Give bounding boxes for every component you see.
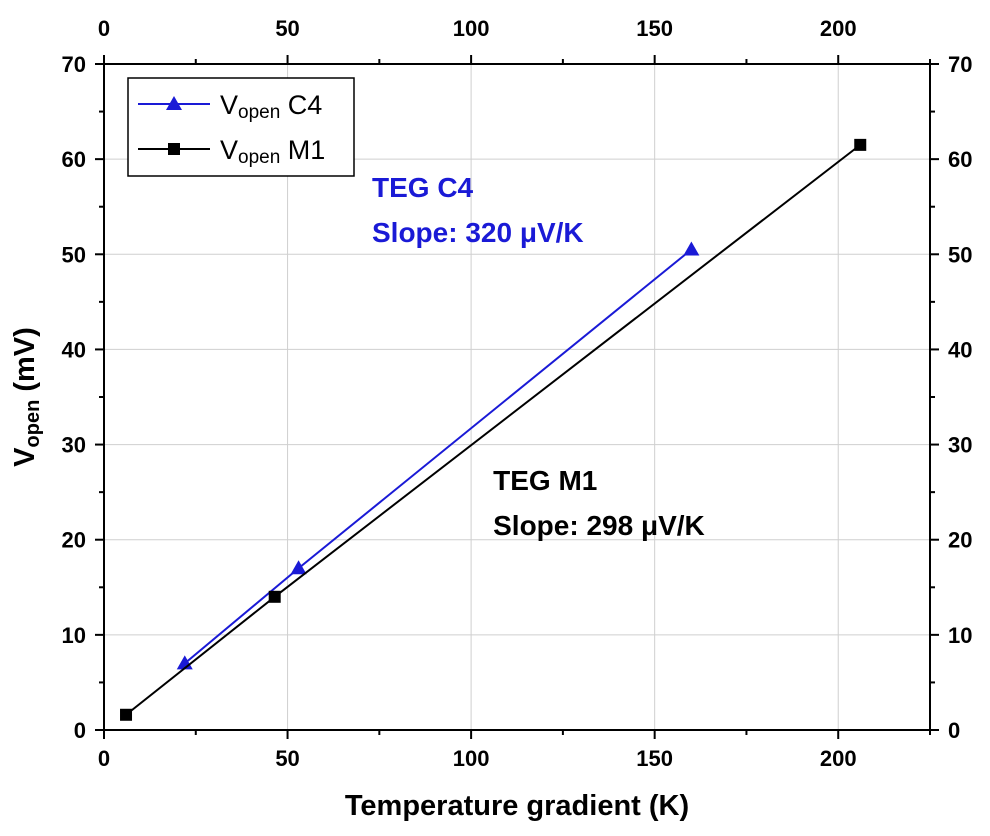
annotation-text: TEG C4 [372,172,474,203]
y-tick-label-left: 60 [62,147,86,172]
y-tick-label-left: 50 [62,242,86,267]
y-tick-label-left: 0 [74,718,86,743]
series-layer [120,138,867,721]
y-tick-label-left: 30 [62,433,86,458]
legend-label: Vopen C4 [220,90,322,123]
legend-label-suffix: M1 [280,135,325,165]
legend-marker-triangle [166,96,182,110]
legend-marker-square [168,143,180,155]
x-tick-label-top: 50 [275,16,299,41]
x-tick-label-bottom: 200 [820,746,857,771]
y-axis-title-main: V [9,447,41,467]
data-point-triangle [683,241,700,256]
x-tick-label-bottom: 100 [453,746,490,771]
y-tick-label-right: 70 [948,52,972,77]
series-0 [176,241,700,670]
ticks [95,55,939,739]
x-tick-label-top: 150 [636,16,673,41]
y-axis-title-unit: (mV) [9,327,41,400]
legend-label: Vopen M1 [220,135,325,168]
annotations: TEG C4 Slope: 320 μV/K TEG M1 Slope: 298 μV… [372,172,705,541]
legend-label-main: V [220,135,238,165]
legend-box [127,77,355,177]
data-point-square [854,138,867,151]
y-tick-label-left: 10 [62,623,86,648]
x-axis-title: Temperature gradient (K) [345,790,689,822]
y-tick-label-right: 60 [948,147,972,172]
x-tick-label-bottom: 150 [636,746,673,771]
x-tick-label-bottom: 50 [275,746,299,771]
data-point-triangle [290,560,307,575]
y-tick-label-left: 70 [62,52,86,77]
data-point-square [120,708,133,721]
y-tick-label-left: 40 [62,337,86,362]
annotation-text: TEG M1 [493,465,597,496]
series-line [184,248,693,665]
y-tick-label-left: 20 [62,528,86,553]
y-tick-label-right: 10 [948,623,972,648]
legend-label-sub: open [238,147,280,168]
annotation-text: Slope: 298 μV/K [493,510,705,541]
x-tick-label-bottom: 0 [98,746,110,771]
y-tick-label-right: 50 [948,242,972,267]
annotation-text: Slope: 320 μV/K [372,217,584,248]
y-axis-title: Vopen (mV) [9,327,44,467]
y-axis-title-sub: open [22,400,44,448]
y-tick-label-right: 0 [948,718,960,743]
x-tick-label-top: 200 [820,16,857,41]
y-tick-label-right: 40 [948,337,972,362]
data-point-square [268,590,281,603]
x-tick-label-top: 0 [98,16,110,41]
legend-label-sub: open [238,102,280,123]
y-tick-label-right: 30 [948,433,972,458]
y-tick-label-right: 20 [948,528,972,553]
x-tick-label-top: 100 [453,16,490,41]
series-1 [120,138,867,721]
legend-label-suffix: C4 [280,90,322,120]
legend-label-main: V [220,90,238,120]
